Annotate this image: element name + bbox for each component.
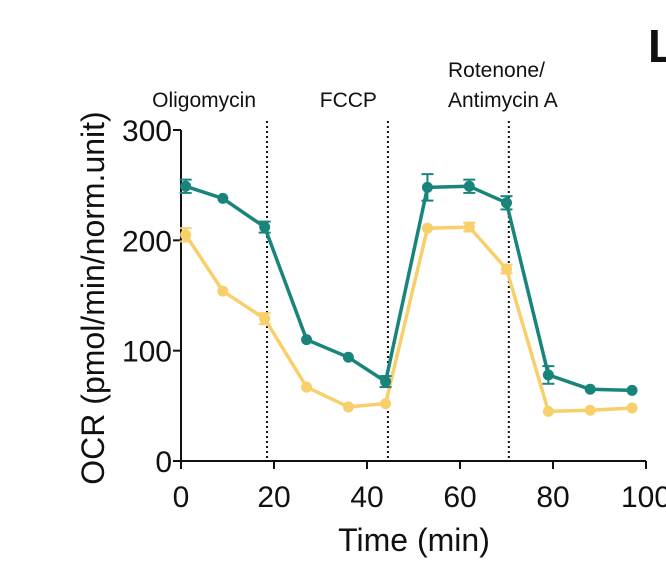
data-series	[179, 173, 638, 417]
injection-label: Oligomycin	[152, 89, 256, 112]
data-point	[301, 381, 313, 393]
data-point	[626, 402, 638, 414]
data-point	[584, 383, 596, 395]
data-point	[584, 404, 596, 416]
y-axis-title: OCR (pmol/min/norm.unit)	[75, 111, 111, 484]
x-tick-label: 20	[257, 481, 290, 514]
data-point	[259, 313, 271, 325]
injection-lines: Oligomycin FCCP Rotenone/Antimycin A	[152, 59, 558, 461]
x-tick-label: 0	[173, 481, 190, 514]
data-point	[342, 351, 354, 363]
series-teal	[179, 173, 638, 396]
data-point	[380, 398, 392, 410]
data-point	[542, 405, 554, 417]
data-point	[542, 369, 554, 381]
panel-label: L	[648, 20, 666, 72]
data-point	[463, 180, 475, 192]
data-point	[217, 192, 229, 204]
y-tick-label: 0	[155, 446, 172, 479]
data-point	[463, 221, 475, 233]
series-line	[184, 225, 633, 414]
data-point	[180, 180, 192, 192]
data-point	[301, 334, 313, 346]
x-tick-label: 80	[536, 481, 569, 514]
injection-label: FCCP	[320, 89, 377, 112]
data-point	[259, 221, 271, 233]
y-tick-label: 200	[122, 225, 172, 258]
data-point	[501, 197, 512, 209]
series-line	[185, 184, 633, 393]
injection-label: Antimycin A	[448, 89, 558, 112]
data-point	[501, 263, 512, 275]
data-point	[380, 376, 392, 388]
x-tick-label: 40	[350, 481, 383, 514]
data-point	[342, 401, 354, 413]
data-point	[217, 285, 229, 297]
y-tick-label: 100	[122, 336, 172, 369]
data-point	[626, 384, 638, 396]
injection-label: Rotenone/	[448, 59, 545, 82]
data-point	[180, 229, 192, 241]
axes: 0 100 200 300 0 20 40 60 80 100	[122, 115, 666, 514]
series-yellow	[179, 221, 638, 417]
y-tick-label: 300	[122, 115, 172, 148]
data-point	[421, 181, 433, 193]
x-axis-title: Time (min)	[338, 522, 490, 558]
x-tick-label: 60	[443, 481, 476, 514]
data-point	[421, 222, 433, 234]
x-tick-label: 100	[621, 481, 666, 514]
